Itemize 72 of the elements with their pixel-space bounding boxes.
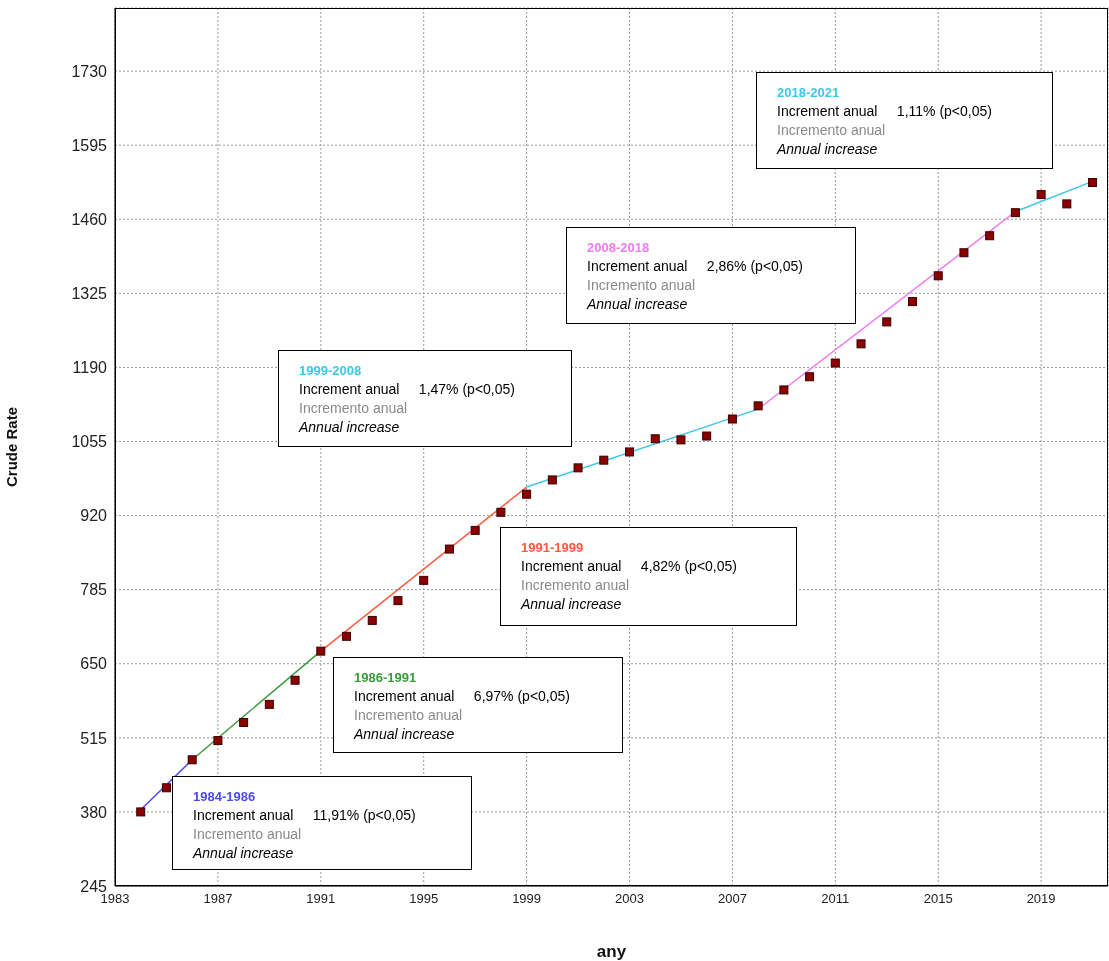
point: [264, 699, 274, 709]
point: [290, 675, 300, 685]
y-tick-label: 1595: [71, 136, 108, 154]
note-box: 2018-2021 Increment anual 1,11% (p<0,05) Incremento anual Annual increase: [756, 72, 1053, 169]
x-axis-title: any: [596, 942, 627, 961]
point: [933, 271, 943, 281]
annotation: 1986-1991 Increment anual 6,97% (p<0,05) Incremento anual Annual increase: [354, 669, 571, 744]
point: [907, 297, 917, 307]
note-box: 1984-1986 Increment anual 11,91% (p<0,05) Incremento anual Annual increase: [172, 776, 472, 870]
x-tick-label: 1999: [512, 891, 542, 907]
note-box: 2008-2018 Increment anual 2,86% (p<0,05) Incremento anual Annual increase: [566, 227, 856, 324]
point: [779, 385, 789, 395]
y-tick-label: 1460: [71, 210, 108, 228]
y-tick-label: 1055: [71, 433, 108, 451]
point: [573, 463, 583, 473]
y-tick-label: 920: [80, 507, 108, 525]
point: [625, 447, 635, 457]
point: [805, 372, 815, 382]
annotation: 1984-1986 Increment anual 11,91% (p<0,05) Incremento anual Annual increase: [193, 788, 417, 863]
point: [419, 575, 429, 585]
point: [702, 431, 712, 441]
y-tick-label: 785: [80, 581, 108, 599]
y-tick-label: 650: [80, 655, 108, 673]
point: [985, 231, 995, 241]
point: [1036, 190, 1046, 200]
point: [959, 248, 969, 258]
point: [650, 434, 660, 444]
x-tick-label: 2003: [615, 891, 644, 907]
point: [239, 717, 249, 727]
point: [316, 646, 326, 656]
point: [1062, 199, 1072, 209]
point: [753, 401, 763, 411]
note-box: 1999-2008 Increment anual 1,47% (p<0,05) Incremento anual Annual increase: [278, 350, 572, 447]
x-tick-label: 2019: [1026, 891, 1056, 907]
point: [496, 507, 506, 517]
y-axis-title: Crude Rate: [3, 406, 21, 488]
point: [599, 455, 609, 465]
annotation: 1991-1999 Increment anual 4,82% (p<0,05) Incremento anual Annual increase: [521, 539, 738, 614]
y-tick-label: 1730: [71, 62, 108, 80]
annotation: 2018-2021 Increment anual 1,11% (p<0,05) Incremento anual Annual increase: [777, 84, 993, 159]
point: [161, 783, 171, 793]
x-tick-label: 1987: [203, 891, 233, 907]
point: [522, 489, 532, 499]
point: [882, 317, 892, 327]
y-tick-label: 1190: [72, 359, 108, 377]
point: [444, 544, 454, 554]
x-tick-label: 1991: [306, 891, 336, 907]
note-box: 1991-1999 Increment anual 4,82% (p<0,05) Incremento anual Annual increase: [500, 527, 797, 626]
point: [547, 475, 557, 485]
point: [393, 596, 403, 606]
x-tick-label: 2011: [821, 891, 850, 907]
point: [1010, 208, 1020, 218]
point: [676, 435, 686, 445]
annotation: 2008-2018 Increment anual 2,86% (p<0,05) Incremento anual Annual increase: [587, 239, 804, 314]
x-tick-label: 2015: [923, 891, 953, 907]
point: [367, 615, 377, 625]
point: [187, 755, 197, 765]
annotation: 1999-2008 Increment anual 1,47% (p<0,05) Incremento anual Annual increase: [299, 362, 516, 437]
x-tick-label: 1995: [409, 891, 439, 907]
point: [136, 807, 146, 817]
point: [470, 525, 480, 535]
note-box: 1986-1991 Increment anual 6,97% (p<0,05) Incremento anual Annual increase: [333, 657, 623, 753]
y-tick-label: 1325: [71, 285, 108, 303]
y-tick-label: 515: [80, 729, 108, 747]
point: [727, 414, 737, 424]
x-tick-label: 2007: [717, 891, 747, 907]
point: [213, 736, 223, 746]
point: [1088, 178, 1098, 187]
y-tick-label: 380: [80, 803, 108, 821]
point: [342, 631, 352, 641]
point: [856, 339, 866, 349]
point: [830, 358, 840, 368]
